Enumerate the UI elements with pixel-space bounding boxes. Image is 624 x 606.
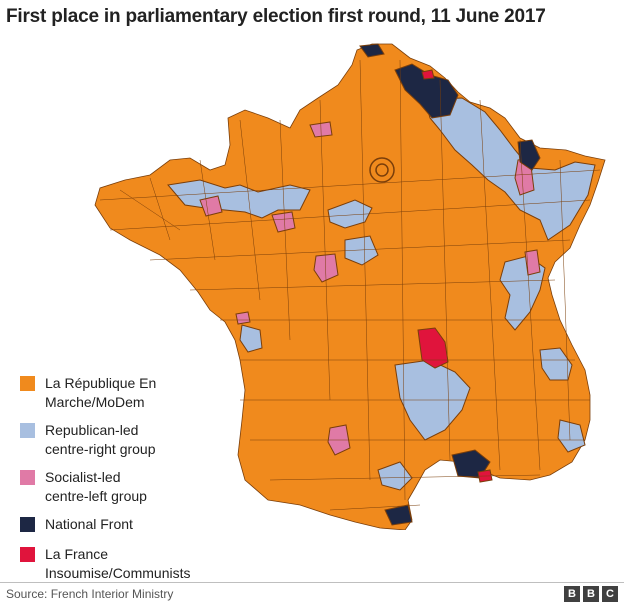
chart-title: First place in parliamentary election fi… [6, 6, 546, 27]
paris-cluster [369, 157, 395, 183]
legend-item-ps: Socialist-led centre-left group [20, 468, 147, 506]
region-socialist-jura [524, 249, 541, 276]
region-socialist-centre [313, 253, 339, 283]
region-republican-alps [557, 419, 586, 453]
legend-item-fi: La France Insoumise/Communists [20, 545, 250, 583]
legend-label-fn: National Front [45, 516, 133, 532]
legend-swatch-ps [20, 470, 35, 485]
legend-label-lr: Republican-led centre-right group [45, 422, 156, 457]
region-republican-southwest [377, 461, 413, 491]
bbc-logo-letter: B [583, 586, 599, 602]
region-republican-paris-west [327, 199, 373, 229]
region-republican-loire [344, 235, 379, 266]
legend-swatch-lr [20, 423, 35, 438]
region-nationalfront-north [394, 63, 459, 119]
bbc-logo-letter: C [602, 586, 618, 602]
bbc-logo-letter: B [564, 586, 580, 602]
legend-swatch-fn [20, 517, 35, 532]
legend-item-fn: National Front [20, 515, 133, 534]
constituency-borders [99, 59, 601, 511]
region-france-insoumise-north [421, 69, 435, 80]
legend-item-lrem: La République En Marche/MoDem [20, 374, 156, 412]
region-nationalfront-provence [451, 449, 491, 479]
region-nationalfront-dunkirk [359, 43, 385, 58]
footer-divider [0, 582, 624, 583]
legend-label-fi: La France Insoumise/Communists [45, 546, 191, 581]
region-france-insoumise-allier [417, 327, 449, 369]
legend-swatch-fi [20, 547, 35, 562]
legend-item-lr: Republican-led centre-right group [20, 421, 156, 459]
legend-swatch-lrem [20, 376, 35, 391]
region-republican-vendee [239, 324, 263, 353]
region-socialist-brittany [199, 195, 223, 217]
region-nationalfront-pyrenees [384, 504, 413, 526]
bbc-logo: B B C [564, 586, 618, 602]
legend-label-lrem: La République En Marche/MoDem [45, 375, 157, 410]
legend-label-ps: Socialist-led centre-left group [45, 469, 147, 504]
france-map [94, 43, 606, 530]
region-socialist-maine [271, 211, 296, 233]
region-socialist-charente [235, 311, 251, 325]
source-note: Source: French Interior Ministry [6, 587, 174, 601]
region-republican-northeast [424, 97, 596, 241]
region-nationalfront-lorraine [517, 139, 541, 171]
